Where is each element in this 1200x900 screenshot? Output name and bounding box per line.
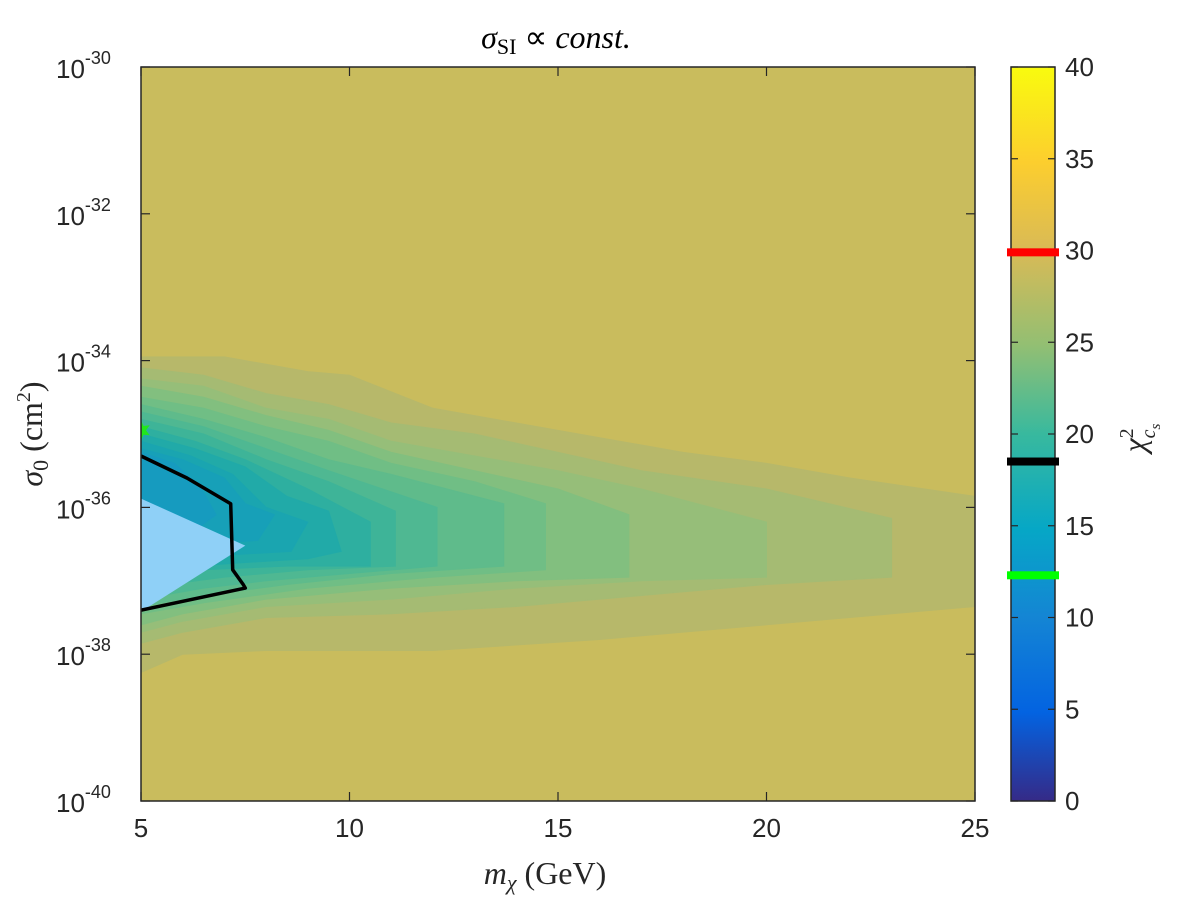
y-tick-exponent: -34 [85,342,111,362]
y-tick-label: 10-34 [56,342,111,378]
colorbar-threshold-marker [1007,457,1059,466]
x-axis: 5 10 15 20 25 [134,67,990,843]
y-tick-exponent: -36 [85,488,111,508]
y-tick-exponent: -40 [85,782,111,802]
colorbar-label-subsubscript: s [1148,423,1164,429]
y-axis-label-superscript: 2 [13,392,35,402]
confidence-contour-line [141,454,248,612]
y-tick-base: 10 [56,641,85,671]
x-axis-label-unit: (GeV) [517,855,607,891]
y-tick-base: 10 [56,494,85,524]
colorbar-threshold-marker [1007,248,1059,257]
y-tick-base: 10 [56,201,85,231]
x-tick-label: 15 [544,813,573,843]
y-axis-label-unit: (cm [13,402,49,460]
y-tick-label: 10-32 [56,195,111,231]
y-axis-label-subscript: 0 [28,460,53,471]
colorbar-markers [1007,248,1059,580]
y-tick-exponent: -32 [85,195,111,215]
colorbar-label-superscript: 2 [1116,428,1138,438]
x-tick-label: 20 [752,813,781,843]
x-tick-label: 10 [335,813,364,843]
overlay-layer [141,420,248,612]
title-symbol: σ [481,19,498,55]
colorbar-tick-label: 10 [1065,603,1094,633]
y-axis-label: σ0 (cm2) [13,381,53,486]
y-tick-label: 10-38 [56,635,111,671]
colorbar-tick-label: 30 [1065,236,1094,266]
title-emphasis: const. [555,19,631,55]
y-tick-label: 10-36 [56,488,111,524]
y-tick-base: 10 [56,348,85,378]
y-tick-label: 10-40 [56,782,111,818]
y-axis-label-close: ) [13,381,49,392]
colorbar-label-subscript: c [1138,429,1160,438]
x-axis-label-subscript: χ [505,870,518,895]
x-axis-label-symbol: m [484,855,507,891]
colorbar-label: χ2cs [1116,423,1164,455]
colorbar-label-symbol: χ [1116,437,1152,455]
y-tick-exponent: -38 [85,635,111,655]
y-tick-label: 10-30 [56,48,111,84]
x-tick-label: 25 [961,813,990,843]
contour-fills [141,356,975,674]
colorbar [1010,66,1056,802]
colorbar-tick-label: 15 [1065,511,1094,541]
y-axis-label-symbol: σ [13,470,49,487]
x-axis-label: mχ (GeV) [484,855,607,895]
colorbar-ticks: 0 5 10 15 20 25 30 35 40 [1011,52,1094,816]
y-tick-base: 10 [56,54,85,84]
colorbar-tick-label: 35 [1065,144,1094,174]
colorbar-threshold-marker [1007,571,1059,580]
x-tick-label: 5 [134,813,148,843]
best-fit-marker [141,420,150,441]
title-subscript: SI [497,34,517,59]
chart-title: σSI ∝ const. [481,19,631,59]
excluded-region-triangle [141,498,246,612]
y-tick-base: 10 [56,788,85,818]
colorbar-tick-label: 20 [1065,419,1094,449]
colorbar-tick-label: 0 [1065,786,1079,816]
title-relation: ∝ [516,19,555,55]
y-tick-exponent: -30 [85,48,111,68]
colorbar-tick-label: 40 [1065,52,1094,82]
colorbar-tick-label: 5 [1065,694,1079,724]
colorbar-tick-label: 25 [1065,327,1094,357]
